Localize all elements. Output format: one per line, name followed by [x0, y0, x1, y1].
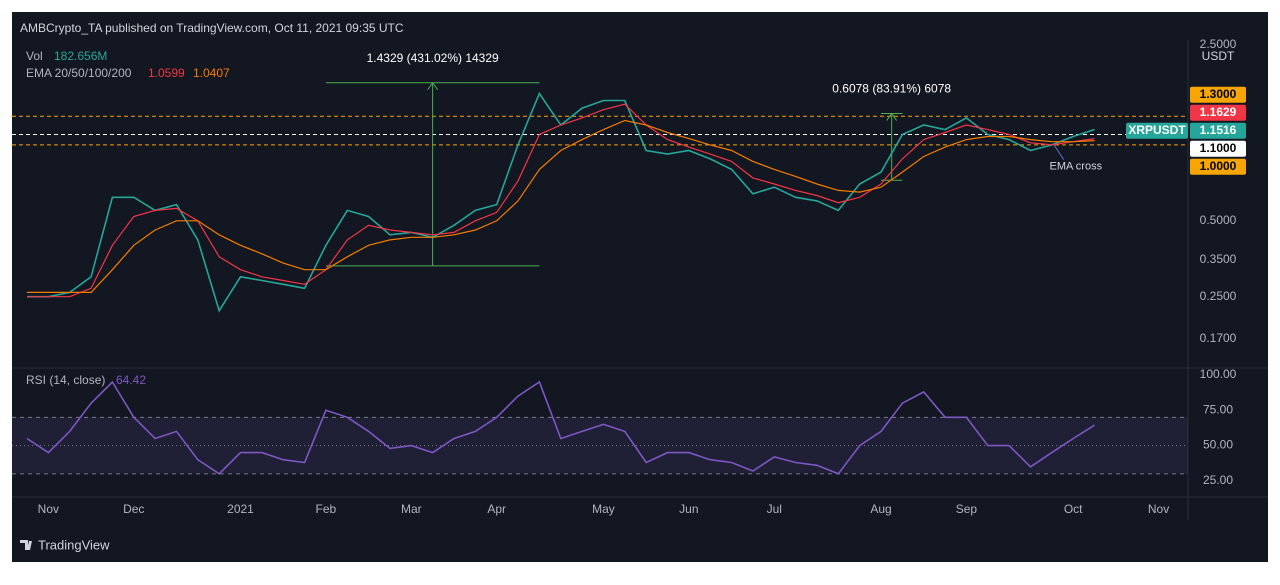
symbol-label: XRPUSDT	[1128, 123, 1186, 137]
x-tick-label: Jun	[679, 502, 698, 516]
price-label: 1.3000	[1200, 87, 1237, 101]
symbol-box	[1126, 122, 1188, 139]
indicator-line	[27, 103, 1095, 298]
rsi-title: RSI (14, close)	[26, 373, 105, 387]
x-tick-label: Nov	[1148, 502, 1169, 516]
x-tick-label: Feb	[316, 502, 337, 516]
x-tick-label: Nov	[38, 502, 59, 516]
x-tick-label: Aug	[870, 502, 891, 516]
y-tick-label: 2.5000	[1200, 37, 1237, 51]
rsi-tick-label: 50.00	[1203, 438, 1233, 452]
ema-legend: EMA 20/50/100/200	[26, 66, 132, 80]
price-label-box	[1190, 140, 1246, 157]
measure-arrowhead	[427, 81, 439, 91]
y-tick-label: 0.3500	[1200, 252, 1237, 266]
x-tick-label: 2021	[227, 502, 254, 516]
price-label: 1.1000	[1200, 141, 1237, 155]
logo-glyph	[20, 540, 32, 550]
volume-name: Vol	[26, 49, 43, 63]
price-label: 1.1516	[1200, 123, 1237, 137]
rsi-tick-label: 25.00	[1203, 473, 1233, 487]
volume-value: 182.656M	[54, 49, 107, 63]
footer-brand: TradingView	[38, 537, 110, 552]
y-tick-label: 0.5000	[1200, 213, 1237, 227]
price-label-box	[1190, 158, 1246, 175]
price-label-box	[1190, 122, 1246, 139]
price-label-box	[1190, 86, 1246, 103]
ema-value: 1.0599	[148, 66, 185, 80]
x-tick-label: Oct	[1064, 502, 1083, 516]
tradingview-logo	[20, 540, 32, 550]
ema-value: 1.0407	[193, 66, 230, 80]
y-tick-label: 0.1700	[1200, 331, 1237, 345]
measure-arrowhead	[886, 112, 898, 121]
measure-label: 0.6078 (83.91%) 6078	[832, 82, 951, 96]
x-tick-label: Mar	[401, 502, 422, 516]
x-tick-label: Apr	[487, 502, 506, 516]
x-tick-label: Sep	[956, 502, 978, 516]
indicator-line	[27, 119, 1095, 293]
x-tick-label: Dec	[123, 502, 144, 516]
rsi-value: 64.42	[116, 373, 146, 387]
rsi-tick-label: 75.00	[1203, 402, 1233, 416]
series-line	[26, 380, 1095, 475]
price-label-box	[1190, 104, 1246, 121]
x-tick-label: May	[592, 502, 615, 516]
y-tick-label: 0.2500	[1200, 289, 1237, 303]
annotation-arrow	[1053, 144, 1065, 160]
annotation-text: EMA cross	[1050, 161, 1103, 173]
chart-panel	[12, 12, 1268, 562]
measure-label: 1.4329 (431.02%) 14329	[367, 51, 499, 65]
price-label: 1.0000	[1200, 159, 1237, 173]
rsi-tick-label: 100.00	[1200, 367, 1237, 381]
axis-unit: USDT	[1202, 49, 1235, 63]
publisher-header: AMBCrypto_TA published on TradingView.co…	[20, 21, 404, 35]
x-tick-label: Jul	[767, 502, 782, 516]
price-label: 1.1629	[1200, 105, 1237, 119]
